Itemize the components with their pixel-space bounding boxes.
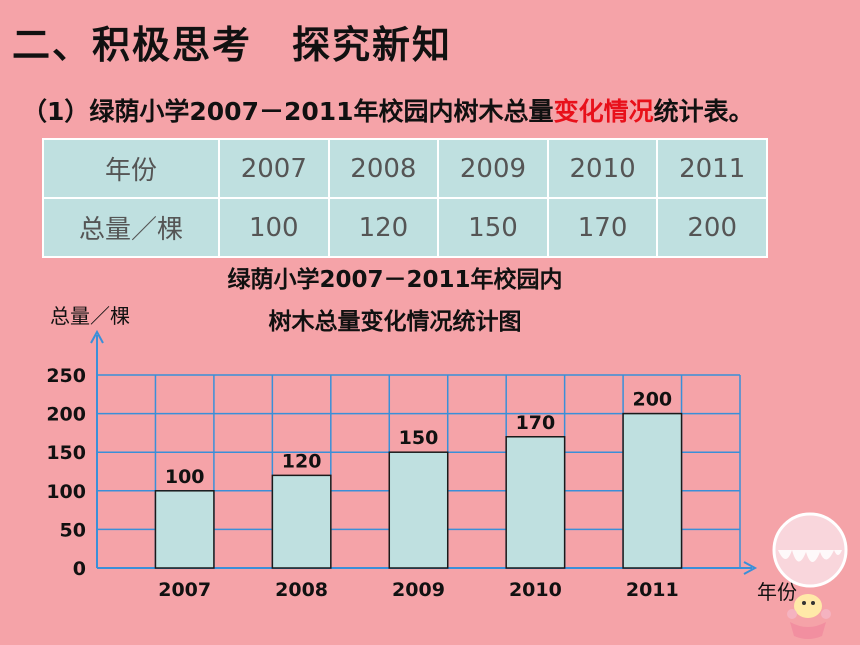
table-cell-year: 2011 [656, 138, 768, 199]
y-tick-label: 100 [46, 481, 86, 503]
y-tick-label: 250 [46, 365, 86, 387]
table-caption-highlight: 变化情况 [553, 97, 654, 126]
bar [505, 436, 566, 569]
x-tick-label: 2008 [275, 579, 328, 601]
x-tick-label: 2010 [509, 579, 562, 601]
table-cell-year: 2009 [437, 138, 549, 199]
y-tick-label: 0 [73, 558, 86, 580]
statistics-table: 年份 2007 2008 2009 2010 2011 总量／棵 100 120… [42, 138, 768, 258]
table-header-total: 总量／棵 [42, 197, 220, 258]
table-cell-year: 2010 [546, 138, 659, 199]
table-cell-total: 100 [218, 197, 330, 258]
y-tick-label: 50 [60, 519, 86, 541]
table-cell-year: 2008 [327, 138, 440, 199]
table-cell-total: 120 [327, 197, 440, 258]
y-axis-label: 总量／棵 [50, 304, 130, 328]
x-tick-label: 2007 [158, 579, 211, 601]
x-axis-label: 年份 [757, 580, 797, 604]
table-cell-total: 150 [437, 197, 549, 258]
bar [388, 451, 449, 569]
table-caption: （1）绿荫小学2007－2011年校园内树木总量变化情况统计表。 [22, 92, 754, 128]
table-caption-suffix: 统计表。 [653, 97, 754, 126]
table-cell-total: 170 [546, 197, 659, 258]
ice-cream-illustration [772, 512, 848, 639]
table-caption-prefix: （1）绿荫小学2007－2011年校园内树木总量 [22, 97, 554, 126]
table-header-year: 年份 [42, 138, 220, 199]
table-cell-total: 200 [656, 197, 768, 258]
data-label: 100 [165, 466, 205, 488]
table-row-totals: 总量／棵 100 120 150 170 200 [42, 197, 768, 258]
data-label: 170 [516, 412, 556, 434]
x-axis-arrow [743, 561, 758, 575]
data-label: 150 [399, 427, 439, 449]
data-label: 200 [632, 389, 672, 411]
chart-title-line1: 绿荫小学2007－2011年校园内 [227, 267, 563, 293]
bar [271, 474, 332, 569]
chart-title-line2: 树木总量变化情况统计图 [268, 309, 522, 335]
table-cell-year: 2007 [218, 138, 330, 199]
page-heading: 二、积极思考 探究新知 [12, 23, 453, 67]
y-tick-label: 150 [46, 442, 86, 464]
x-tick-label: 2009 [392, 579, 445, 601]
y-axis-arrow [90, 329, 104, 344]
table-row-years: 年份 2007 2008 2009 2010 2011 [42, 138, 768, 199]
x-tick-label: 2011 [626, 579, 679, 601]
bar [622, 412, 683, 569]
data-label: 120 [282, 450, 322, 472]
bar [154, 490, 215, 569]
y-tick-label: 200 [46, 404, 86, 426]
